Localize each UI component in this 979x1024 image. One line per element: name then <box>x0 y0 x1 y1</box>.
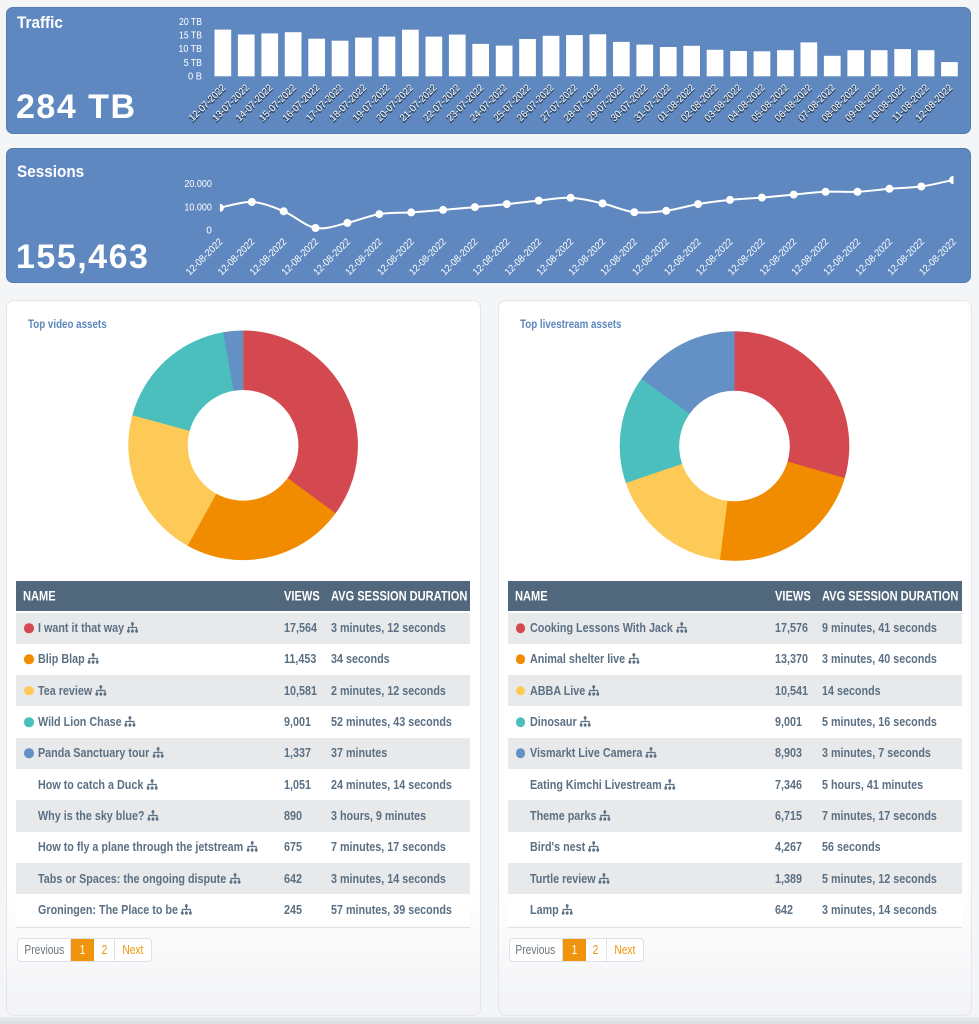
svg-text:20 TB: 20 TB <box>179 17 202 28</box>
svg-text:0 B: 0 B <box>188 71 202 82</box>
svg-text:5 TB: 5 TB <box>184 58 203 69</box>
svg-text:10.000: 10.000 <box>184 202 212 213</box>
svg-text:15 TB: 15 TB <box>179 31 202 42</box>
svg-text:20.000: 20.000 <box>184 179 212 190</box>
svg-text:10 TB: 10 TB <box>179 44 203 55</box>
svg-text:0: 0 <box>206 225 212 236</box>
